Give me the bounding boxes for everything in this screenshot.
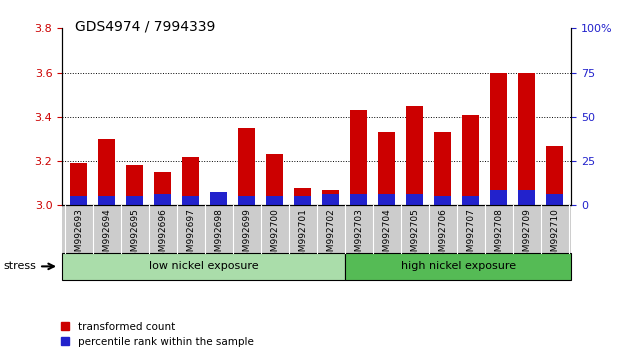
Bar xyxy=(266,196,283,205)
Bar xyxy=(211,192,227,205)
Bar xyxy=(294,196,311,205)
Bar xyxy=(518,73,535,205)
Bar xyxy=(322,194,339,205)
Bar xyxy=(546,194,563,205)
Bar xyxy=(266,154,283,205)
Text: low nickel exposure: low nickel exposure xyxy=(149,261,258,272)
Bar xyxy=(183,156,199,205)
Bar xyxy=(462,115,479,205)
Text: high nickel exposure: high nickel exposure xyxy=(401,261,515,272)
Bar xyxy=(99,196,116,205)
Bar xyxy=(71,163,88,205)
Bar xyxy=(211,203,227,205)
Bar xyxy=(127,196,143,205)
Bar xyxy=(99,139,116,205)
Bar xyxy=(294,188,311,205)
Text: stress: stress xyxy=(3,261,36,271)
Bar xyxy=(546,145,563,205)
Bar xyxy=(155,172,171,205)
Bar xyxy=(238,128,255,205)
Bar xyxy=(183,196,199,205)
Bar xyxy=(378,194,395,205)
Bar xyxy=(462,196,479,205)
Bar xyxy=(350,110,367,205)
Bar xyxy=(71,196,88,205)
Bar xyxy=(127,166,143,205)
Bar xyxy=(155,194,171,205)
Bar xyxy=(238,196,255,205)
Bar xyxy=(350,194,367,205)
Bar xyxy=(434,196,451,205)
Text: GDS4974 / 7994339: GDS4974 / 7994339 xyxy=(75,19,215,34)
FancyBboxPatch shape xyxy=(345,253,571,280)
Legend: transformed count, percentile rank within the sample: transformed count, percentile rank withi… xyxy=(61,322,253,347)
Bar xyxy=(490,190,507,205)
Bar xyxy=(378,132,395,205)
Bar xyxy=(434,132,451,205)
Bar xyxy=(322,190,339,205)
Bar xyxy=(490,73,507,205)
Bar xyxy=(518,190,535,205)
Bar xyxy=(406,106,423,205)
Bar xyxy=(406,194,423,205)
FancyBboxPatch shape xyxy=(62,253,345,280)
